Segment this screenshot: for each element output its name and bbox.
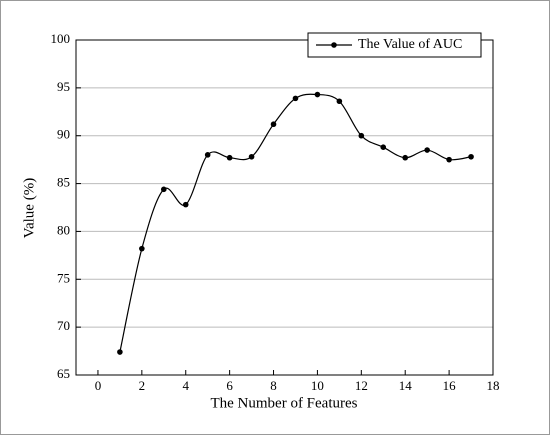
y-tick-label: 85 (57, 175, 70, 190)
point (402, 154, 409, 161)
point (468, 153, 474, 160)
x-axis-title: The Number of Features (210, 395, 357, 411)
y-tick-label: 90 (57, 127, 70, 142)
y-tick-label: 65 (57, 366, 70, 381)
y-tick-label: 80 (57, 222, 70, 237)
point (358, 132, 365, 139)
point (204, 152, 211, 158)
point (117, 349, 123, 355)
x-tick-label: 6 (226, 378, 233, 393)
point (226, 154, 233, 161)
x-tick-label: 4 (182, 378, 189, 393)
point (314, 91, 321, 98)
x-tick-label: 12 (355, 378, 368, 393)
y-tick-label: 75 (57, 270, 70, 285)
x-tick-label: 14 (399, 378, 413, 393)
point (139, 245, 145, 252)
y-tick-label: 100 (51, 31, 71, 46)
point (248, 153, 255, 160)
x-tick-label: 16 (443, 378, 457, 393)
y-tick-label: 95 (57, 79, 70, 94)
x-tick-label: 8 (270, 378, 277, 393)
point (160, 186, 167, 193)
point (446, 156, 452, 163)
x-tick-label: 2 (139, 378, 146, 393)
x-tick-label: 0 (95, 378, 102, 393)
legend-marker (331, 42, 337, 48)
legend-label: The Value of AUC (358, 37, 462, 52)
point (292, 95, 299, 102)
x-tick-label: 10 (311, 378, 324, 393)
point (424, 147, 430, 153)
point (336, 98, 343, 105)
plot-frame (75, 39, 494, 376)
x-tick-label: 18 (487, 378, 500, 393)
point (380, 144, 387, 150)
line (119, 93, 472, 353)
y-tick-label: 70 (57, 318, 70, 333)
point (182, 201, 189, 208)
y-axis-title: Value (%) (21, 178, 37, 238)
point (270, 121, 277, 128)
